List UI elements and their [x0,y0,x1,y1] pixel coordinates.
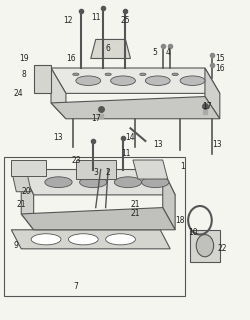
Polygon shape [51,68,219,93]
Ellipse shape [79,177,106,188]
Polygon shape [11,170,31,192]
Text: 12: 12 [64,16,73,25]
Ellipse shape [105,234,135,245]
Text: 1: 1 [180,162,184,171]
Text: 18: 18 [175,216,184,225]
Text: 17: 17 [202,101,211,111]
Polygon shape [21,170,34,230]
Polygon shape [51,68,66,119]
Ellipse shape [180,76,204,85]
Ellipse shape [145,76,170,85]
Text: 20: 20 [21,187,31,196]
Ellipse shape [141,177,168,188]
Polygon shape [21,170,174,195]
Text: 13: 13 [54,133,63,142]
Text: 7: 7 [73,282,78,292]
Text: 21: 21 [130,200,140,209]
Polygon shape [34,65,51,93]
Text: 15: 15 [214,54,224,63]
Text: 25: 25 [120,16,130,25]
Polygon shape [11,160,46,176]
Ellipse shape [45,177,72,188]
Ellipse shape [31,234,61,245]
Text: 16: 16 [214,63,224,73]
Polygon shape [51,97,219,119]
Text: 8: 8 [21,70,26,79]
Text: 14: 14 [125,133,135,142]
Polygon shape [11,230,170,249]
Text: 11: 11 [90,13,100,22]
Text: 21: 21 [16,200,26,209]
Text: 24: 24 [14,89,24,98]
Ellipse shape [68,234,98,245]
Text: 3: 3 [93,168,98,177]
Ellipse shape [114,177,141,188]
Ellipse shape [76,76,100,85]
Ellipse shape [110,76,135,85]
Ellipse shape [196,235,213,257]
Text: 6: 6 [105,44,110,53]
Text: 21: 21 [130,209,140,219]
Text: 11: 11 [120,149,130,158]
Text: 13: 13 [152,140,162,148]
Bar [4,157,184,296]
Text: 9: 9 [14,241,19,250]
Polygon shape [90,39,130,59]
Ellipse shape [104,73,111,76]
Ellipse shape [72,73,79,76]
Text: 16: 16 [66,54,76,63]
Polygon shape [162,170,174,230]
Text: 23: 23 [71,156,80,164]
Polygon shape [132,160,167,179]
Text: 22: 22 [217,244,226,253]
Polygon shape [21,208,174,230]
Text: 19: 19 [19,54,28,63]
Text: 5: 5 [152,48,157,57]
Text: 10: 10 [187,228,196,237]
Ellipse shape [139,73,145,76]
Text: 4: 4 [164,48,170,57]
Ellipse shape [171,73,177,76]
Text: 13: 13 [212,140,221,148]
Polygon shape [76,160,115,179]
Polygon shape [189,230,219,261]
Polygon shape [204,68,219,119]
Text: 2: 2 [105,168,110,177]
Text: 17: 17 [90,114,100,123]
